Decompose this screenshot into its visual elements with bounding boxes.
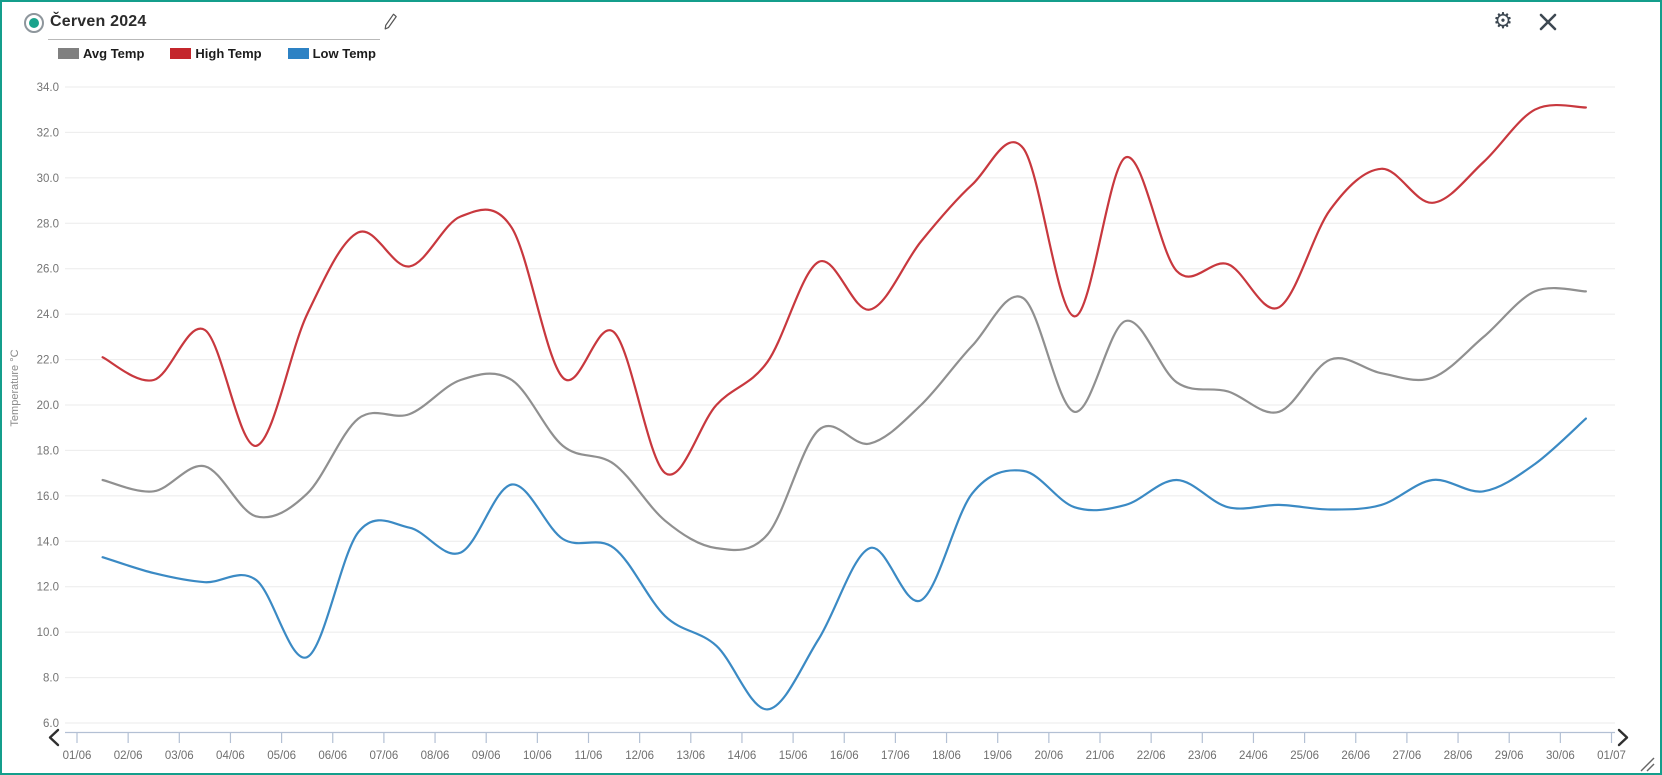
legend-label: Avg Temp <box>83 46 145 61</box>
legend-swatch <box>170 48 192 59</box>
x-tick-label: 29/06 <box>1495 750 1524 762</box>
y-tick-label: 6.0 <box>43 718 59 730</box>
legend-swatch <box>287 48 309 59</box>
x-tick-label: 02/06 <box>114 750 143 762</box>
x-tick-label: 10/06 <box>523 750 552 762</box>
chart-title: Červen 2024 <box>50 13 147 30</box>
y-tick-label: 16.0 <box>37 491 59 503</box>
y-tick-label: 14.0 <box>37 536 59 548</box>
x-tick-label: 07/06 <box>370 750 399 762</box>
legend-label: High Temp <box>195 46 262 61</box>
legend-item-high-temp[interactable]: High Temp <box>170 46 262 61</box>
x-tick-label: 01/07 <box>1597 750 1626 762</box>
x-tick-label: 09/06 <box>472 750 501 762</box>
x-tick-label: 08/06 <box>421 750 450 762</box>
chart-generated-layer: 6.0 8.0 10.0 12.0 14.0 16.0 18.0 20.0 22.0 24.0 26… <box>37 82 1626 762</box>
y-tick-label: 8.0 <box>43 673 59 685</box>
chevron-left-icon[interactable] <box>48 728 60 747</box>
x-tick-label: 22/06 <box>1137 750 1166 762</box>
y-tick-label: 24.0 <box>37 309 59 321</box>
resize-grip-icon[interactable] <box>1640 757 1655 772</box>
x-tick-label: 18/06 <box>932 750 961 762</box>
y-tick-label: 34.0 <box>37 82 59 94</box>
legend-item-avg-temp[interactable]: Avg Temp <box>58 46 144 61</box>
x-tick-label: 01/06 <box>63 750 92 762</box>
x-tick-label: 03/06 <box>165 750 194 762</box>
legend-item-low-temp[interactable]: Low Temp <box>287 46 376 61</box>
legend: Avg Temp High Temp Low Temp <box>58 46 376 61</box>
x-tick-label: 15/06 <box>779 750 808 762</box>
x-tick-label: 21/06 <box>1086 750 1115 762</box>
series-line-low-temp[interactable] <box>101 417 1587 711</box>
y-tick-label: 20.0 <box>37 400 59 412</box>
x-tick-label: 14/06 <box>728 750 757 762</box>
x-tick-label: 06/06 <box>318 750 347 762</box>
radio-dot <box>29 18 39 28</box>
x-tick-label: 12/06 <box>625 750 654 762</box>
chevron-right-icon[interactable] <box>1617 728 1629 747</box>
x-tick-label: 13/06 <box>676 750 705 762</box>
x-tick-label: 17/06 <box>881 750 910 762</box>
x-tick-label: 04/06 <box>216 750 245 762</box>
x-tick-label: 25/06 <box>1290 750 1319 762</box>
y-tick-label: 22.0 <box>37 355 59 367</box>
x-tick-label: 20/06 <box>1034 750 1063 762</box>
x-tick-label: 24/06 <box>1239 750 1268 762</box>
legend-label: Low Temp <box>312 46 376 61</box>
y-tick-label: 26.0 <box>37 264 59 276</box>
x-tick-label: 23/06 <box>1188 750 1217 762</box>
x-tick-label: 30/06 <box>1546 750 1575 762</box>
x-tick-label: 28/06 <box>1444 750 1473 762</box>
close-icon[interactable] <box>1536 10 1560 34</box>
x-tick-label: 05/06 <box>267 750 296 762</box>
y-tick-label: 10.0 <box>37 627 59 639</box>
gear-icon[interactable]: ⚙ <box>1493 8 1513 33</box>
x-tick-label: 27/06 <box>1393 750 1422 762</box>
x-tick-label: 11/06 <box>575 750 603 762</box>
y-tick-label: 32.0 <box>37 127 59 139</box>
series-line-avg-temp[interactable] <box>101 287 1587 552</box>
y-tick-label: 28.0 <box>37 218 59 230</box>
y-tick-label: 30.0 <box>37 173 59 185</box>
legend-swatch <box>58 48 79 59</box>
series-line-high-temp[interactable] <box>101 103 1587 476</box>
x-tick-label: 16/06 <box>830 750 859 762</box>
x-tick-label: 26/06 <box>1341 750 1370 762</box>
pencil-icon[interactable] <box>382 12 400 32</box>
chart-title-input[interactable]: Červen 2024 <box>48 10 380 40</box>
y-tick-label: 18.0 <box>37 445 59 457</box>
y-tick-label: 12.0 <box>37 582 59 594</box>
x-tick-label: 19/06 <box>983 750 1012 762</box>
y-axis-title: Temperature °C <box>9 349 21 427</box>
radio-selected-icon[interactable] <box>24 13 44 33</box>
